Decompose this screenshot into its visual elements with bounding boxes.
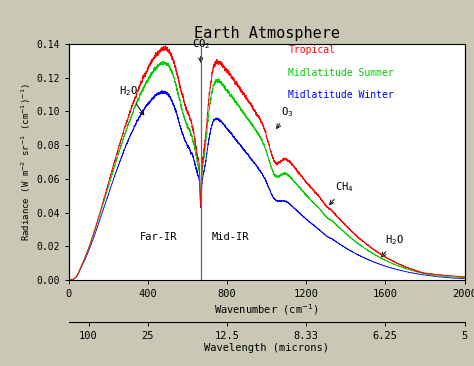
Text: Far-IR: Far-IR: [140, 232, 178, 242]
Text: Tropical: Tropical: [288, 45, 336, 55]
Text: O$_3$: O$_3$: [277, 105, 294, 128]
Text: Midlatitude Summer: Midlatitude Summer: [288, 68, 394, 78]
Text: H$_2$O: H$_2$O: [382, 233, 404, 257]
Y-axis label: Radiance (W m$^{-2}$ sr$^{-1}$ (cm$^{-1}$)$^{-1}$): Radiance (W m$^{-2}$ sr$^{-1}$ (cm$^{-1}…: [20, 83, 34, 241]
Text: Midlatitude Winter: Midlatitude Winter: [288, 90, 394, 100]
Title: Earth Atmosphere: Earth Atmosphere: [193, 26, 340, 41]
X-axis label: Wavenumber (cm$^{-1}$): Wavenumber (cm$^{-1}$): [214, 302, 319, 317]
X-axis label: Wavelength (microns): Wavelength (microns): [204, 343, 329, 354]
Text: Mid-IR: Mid-IR: [211, 232, 249, 242]
Text: CO$_2$: CO$_2$: [191, 37, 210, 62]
Text: H$_2$O: H$_2$O: [118, 85, 144, 115]
Text: CH$_4$: CH$_4$: [330, 180, 354, 205]
